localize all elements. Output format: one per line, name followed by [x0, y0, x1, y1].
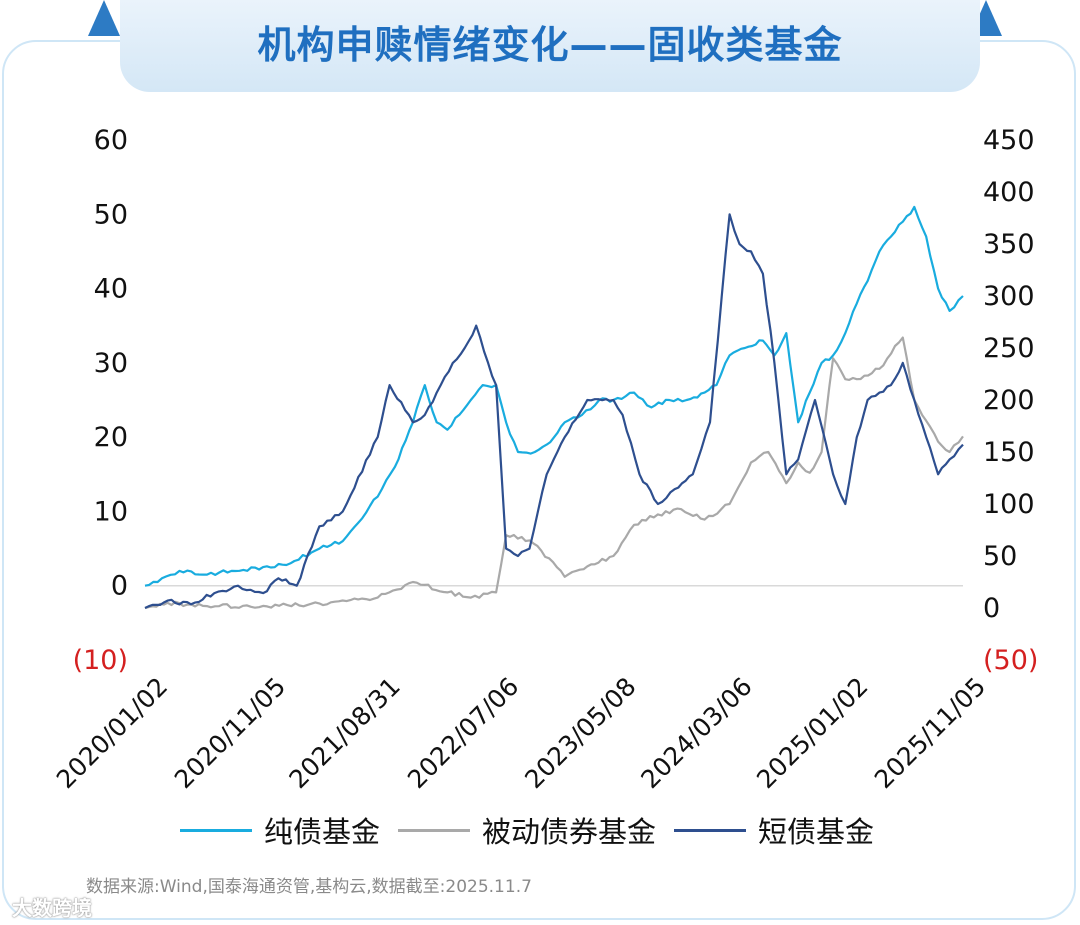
- legend-label-pure-bond: 纯债基金: [264, 815, 381, 849]
- x-tick-label: 2021/08/31: [284, 672, 406, 794]
- legend-swatch-passive-bond: [398, 828, 471, 832]
- title-banner: [120, 0, 980, 92]
- y-right-tick-label: 300: [983, 281, 1035, 312]
- y-right-tick-label: 200: [983, 385, 1035, 416]
- y-right-tick-label: 350: [983, 229, 1035, 260]
- legend-label-passive-bond: 被动债券基金: [482, 815, 657, 849]
- y-right-tick-label: 400: [983, 177, 1035, 208]
- y-right-tick-label: (50): [983, 645, 1038, 676]
- y-right-tick-label: 50: [983, 541, 1017, 572]
- x-tick-label: 2025/01/02: [751, 672, 873, 794]
- legend-swatch-short-bond: [674, 828, 747, 832]
- chart-title: 机构申赎情绪变化——固收类基金: [257, 23, 843, 67]
- y-left-tick-label: 40: [94, 274, 128, 305]
- y-left-tick-label: 0: [111, 571, 128, 602]
- legend-item-passive-bond: 被动债券基金: [398, 809, 656, 851]
- legend-swatch-pure-bond: [180, 828, 252, 832]
- y-left-tick-label: 10: [94, 496, 128, 527]
- series-line-1: [144, 336, 964, 610]
- chart-card: [2, 40, 1076, 920]
- y-right-tick-label: 450: [983, 125, 1035, 156]
- legend-label-short-bond: 短债基金: [758, 815, 875, 849]
- x-tick-label: 2023/05/08: [519, 672, 641, 794]
- watermark: 大数跨境: [12, 896, 92, 920]
- series-line-2: [144, 213, 964, 609]
- y-left-tick-label: 20: [94, 422, 128, 453]
- data-source-note: 数据来源:Wind,国泰海通资管,基构云,数据截至:2025.11.7: [86, 877, 532, 897]
- x-tick-label: 2025/11/05: [869, 672, 991, 794]
- legend-item-short-bond: 短债基金: [674, 809, 874, 851]
- y-left-tick-label: 50: [94, 199, 128, 230]
- legend: 纯债基金 被动债券基金 短债基金: [180, 808, 874, 852]
- y-left-tick-label: (10): [73, 645, 128, 676]
- series-line-0: [144, 205, 964, 587]
- y-right-tick-label: 100: [983, 489, 1035, 520]
- x-tick-label: 2020/01/02: [51, 672, 173, 794]
- x-tick-label: 2022/07/06: [402, 672, 524, 794]
- y-right-tick-label: 150: [983, 437, 1035, 468]
- x-tick-label: 2024/03/06: [635, 672, 757, 794]
- x-tick-label: 2020/11/05: [169, 672, 291, 794]
- y-right-tick-label: 0: [983, 593, 1000, 624]
- y-left-tick-label: 60: [94, 125, 128, 156]
- y-left-tick-label: 30: [94, 348, 128, 379]
- left-corner-triangle: [88, 0, 120, 36]
- legend-item-pure-bond: 纯债基金: [180, 809, 380, 851]
- y-right-tick-label: 250: [983, 333, 1035, 364]
